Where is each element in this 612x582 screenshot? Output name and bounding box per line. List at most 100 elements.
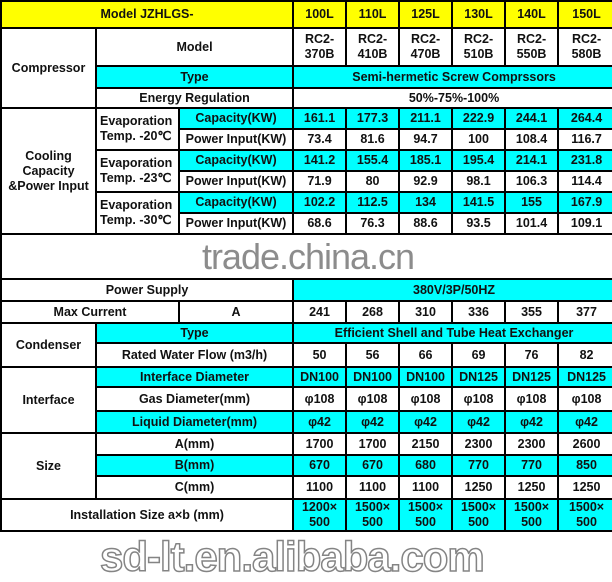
value-cell: φ108 [292,386,348,412]
row-label: Rated Water Flow (m3/h) [94,342,295,368]
value-cell: 155.4 [345,149,401,172]
row-label: Gas Diameter(mm) [94,386,295,412]
value-cell: 185.1 [398,149,454,172]
value-cell: φ42 [504,410,560,434]
model-header: 130L [451,0,507,29]
value-cell: DN100 [345,366,401,388]
value-cell: 1100 [345,475,401,500]
value-cell: 264.4 [557,107,612,130]
value-cell: φ42 [292,410,348,434]
size-label: Size [0,432,97,500]
value-cell: 102.2 [292,191,348,214]
value-cell: 1500× 500 [398,498,454,532]
row-label: Interface Diameter [94,366,295,388]
power-input-row: Power Input(KW) 68.6 76.3 88.6 93.5 101.4 109.… [1,212,612,235]
row-label: Power Input(KW) [177,170,295,193]
condenser-type-row: Condenser Type Efficient Shell and Tube He… [0,322,612,368]
value-cell: 155 [504,191,560,214]
row-label: Type [94,322,295,344]
value-cell: DN125 [504,366,560,388]
evaporation-temp-label: Evaporation Temp. -30℃ [95,191,180,235]
water-flow-row: Rated Water Flow (m3/h) 50 56 66 69 76 82 [1,342,612,368]
value-cell: 2300 [504,432,560,456]
value-cell: DN125 [451,366,507,388]
model-header: 125L [398,0,454,29]
value-cell: 670 [345,454,401,477]
value-cell: RC2- 580B [557,27,612,67]
value-cell: 1700 [345,432,401,456]
row-label: Energy Regulation [94,87,295,109]
installation-size-row: Installation Size a×b (mm) 1200× 500 1500×… [0,498,612,532]
value-cell: 92.9 [398,170,454,193]
value-cell: 1200× 500 [292,498,348,532]
value-cell: 73.4 [292,128,348,151]
row-label: Power Input(KW) [177,128,295,151]
value-cell: 214.1 [504,149,560,172]
value-cell: 850 [557,454,612,477]
value-cell: 670 [292,454,348,477]
value-cell: DN100 [398,366,454,388]
model-header: 150L [557,0,612,29]
value-cell: 112.5 [345,191,401,214]
value-cell: 141.2 [292,149,348,172]
value-cell: 177.3 [345,107,401,130]
spec-table: Model JZHLGS- 100L 110L 125L 130L 140L 150L Com… [0,0,612,532]
capacity-row: Evaporation Temp. -30℃ Capacity(KW) 102.2 1… [1,191,612,235]
size-b-row: B(mm) 670 670 680 770 770 850 [1,454,612,477]
value-cell: Semi-hermetic Screw Comprssors [292,65,612,89]
power-supply-row: Power Supply 380V/3P/50HZ [0,278,612,302]
model-series-label: Model JZHLGS- [0,0,295,29]
capacity-row: Evaporation Temp. -23℃ Capacity(KW) 141.2 1… [1,149,612,193]
model-header: 110L [345,0,401,29]
value-cell: 76.3 [345,212,401,235]
value-cell: φ108 [451,386,507,412]
value-cell: φ42 [398,410,454,434]
value-cell: 98.1 [451,170,507,193]
value-cell: 80 [345,170,401,193]
value-cell: 2300 [451,432,507,456]
value-cell: 71.9 [292,170,348,193]
value-cell: 101.4 [504,212,560,235]
value-cell: 134 [398,191,454,214]
value-cell: RC2- 510B [451,27,507,67]
value-cell: RC2- 470B [398,27,454,67]
value-cell: 1500× 500 [557,498,612,532]
value-cell: RC2- 370B [292,27,348,67]
value-cell: 231.8 [557,149,612,172]
value-cell: 1500× 500 [345,498,401,532]
value-cell: DN100 [292,366,348,388]
value-cell: 167.9 [557,191,612,214]
value-cell: 770 [451,454,507,477]
value-cell: 2600 [557,432,612,456]
value-cell: 1100 [292,475,348,500]
value-cell: 1700 [292,432,348,456]
value-cell: 88.6 [398,212,454,235]
condenser-label: Condenser [0,322,97,368]
value-cell: 1500× 500 [451,498,507,532]
row-label: C(mm) [94,475,295,500]
max-current-row: Max Current A 241 268 310 336 355 377 [0,300,612,324]
value-cell: φ108 [557,386,612,412]
gas-diameter-row: Gas Diameter(mm) φ108 φ108 φ108 φ108 φ108 φ108 [1,386,612,412]
model-header: 100L [292,0,348,29]
value-cell: 1100 [398,475,454,500]
value-cell: 50 [292,342,348,368]
row-label: Capacity(KW) [177,107,295,130]
value-cell: 211.1 [398,107,454,130]
compressor-model-row: Compressor Model RC2- 370B RC2- 410B RC2- 47… [0,27,612,109]
value-cell: 680 [398,454,454,477]
value-cell: 1250 [504,475,560,500]
value-cell: 109.1 [557,212,612,235]
value-cell: 108.4 [504,128,560,151]
value-cell: 76 [504,342,560,368]
row-label: Installation Size a×b (mm) [0,498,295,532]
row-label: A(mm) [94,432,295,456]
value-cell: 195.4 [451,149,507,172]
row-label: Type [94,65,295,89]
interface-diameter-row: Interface Interface Diameter DN100 DN100 DN1… [0,366,612,434]
header-row: Model JZHLGS- 100L 110L 125L 130L 140L 150L [0,0,612,29]
watermark-row: trade.china.cn [0,233,612,280]
energy-regulation-row: Energy Regulation 50%-75%-100% [1,87,612,109]
value-cell: 310 [398,300,454,324]
value-cell: φ108 [398,386,454,412]
